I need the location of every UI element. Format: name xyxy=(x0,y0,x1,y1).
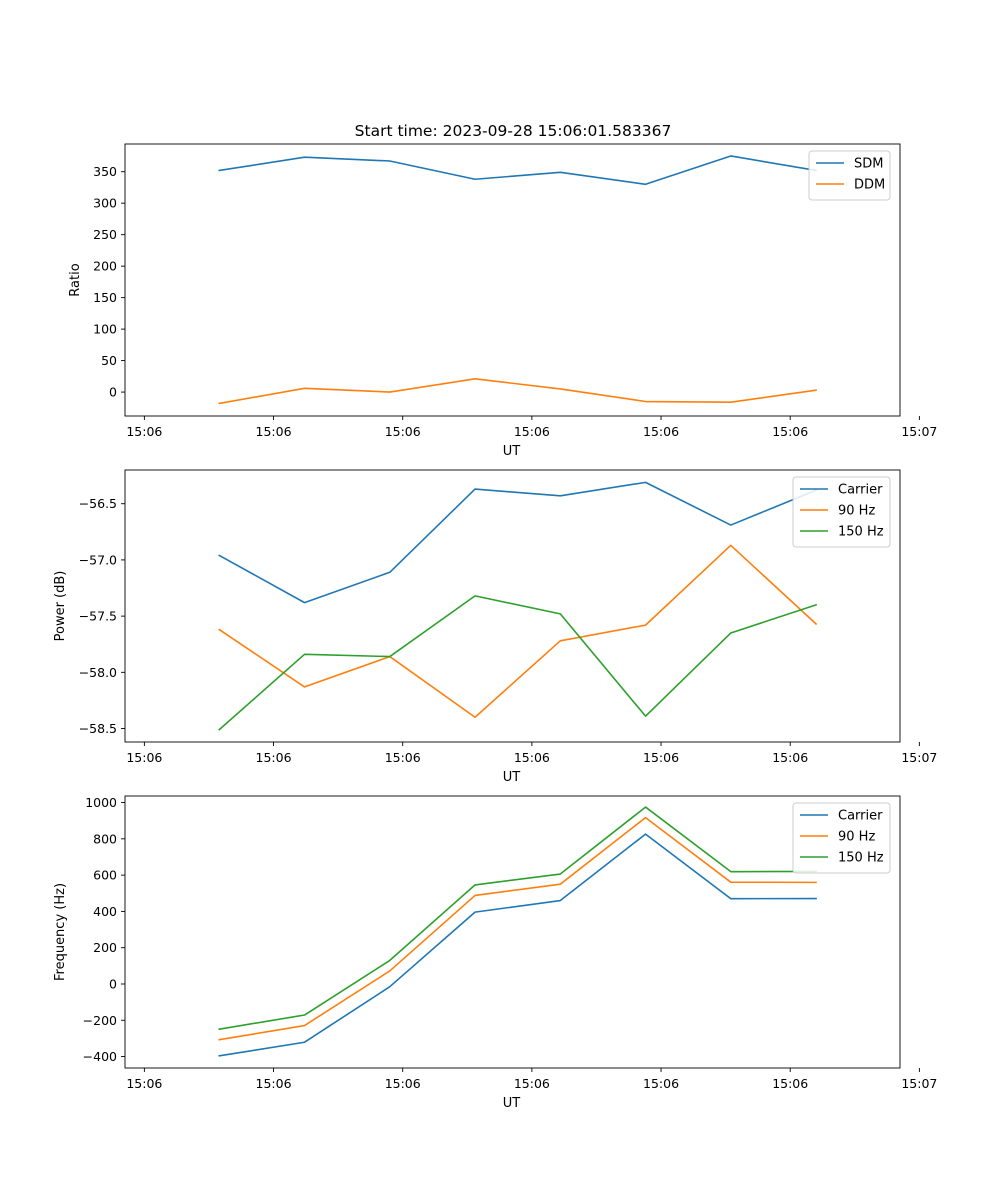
frequency-y-tick-label: −200 xyxy=(83,1013,117,1028)
frequency-y-tick-label: 400 xyxy=(93,904,117,919)
power-x-tick-label: 15:06 xyxy=(256,750,292,765)
power-series-90-hz-line xyxy=(218,544,818,719)
frequency-legend-label-150-hz: 150 Hz xyxy=(838,851,884,866)
ratio-y-axis-label: Ratio xyxy=(68,263,83,296)
frequency-y-tick-label: 800 xyxy=(93,831,117,846)
ratio-series-sdm-line xyxy=(218,155,817,186)
frequency-y-tick-label: −400 xyxy=(83,1049,117,1064)
power-legend-box xyxy=(792,476,891,548)
frequency-x-axis-label: UT xyxy=(503,1096,521,1111)
frequency-x-tick-label: 15:07 xyxy=(901,1076,937,1091)
frequency-y-tick-label: 600 xyxy=(93,868,117,883)
power-x-tick-label: 15:06 xyxy=(643,750,679,765)
ratio-x-tick-label: 15:06 xyxy=(643,424,679,439)
frequency-series-90-hz-line xyxy=(218,816,817,1041)
frequency-y-tick-label: 0 xyxy=(109,976,117,991)
frequency-x-tick-label: 15:06 xyxy=(643,1076,679,1091)
frequency-y-axis-label: Frequency (Hz) xyxy=(53,883,68,981)
ratio-panel: 15:06 15:06 15:06 15:06 15:06 15:06 15:07 0 50 10… xyxy=(68,143,937,459)
ratio-y-tick-label: 250 xyxy=(93,227,117,242)
figure-title: Start time: 2023-09-28 15:06:01.583367 xyxy=(355,122,672,140)
ratio-legend-label-sdm: SDM xyxy=(854,157,883,172)
ratio-legend-label-ddm: DDM xyxy=(854,178,885,193)
ratio-x-tick-label: 15:07 xyxy=(901,424,937,439)
power-series-150-hz-line xyxy=(218,595,818,731)
ratio-y-tick-label: 200 xyxy=(93,259,117,274)
frequency-series-150-hz-line xyxy=(218,806,817,1031)
power-axes-frame xyxy=(124,469,901,743)
frequency-legend-label-90-hz: 90 Hz xyxy=(838,830,875,845)
ratio-y-tick-label: 0 xyxy=(109,385,117,400)
power-panel: 15:06 15:06 15:06 15:06 15:06 15:06 15:07 −58.5… xyxy=(53,469,937,785)
power-y-tick-label: −57.0 xyxy=(79,552,117,567)
ratio-x-tick-label: 15:06 xyxy=(514,424,550,439)
frequency-x-tick-label: 15:06 xyxy=(514,1076,550,1091)
power-legend-label-90-hz: 90 Hz xyxy=(838,504,875,519)
ratio-y-tick-label: 300 xyxy=(93,196,117,211)
ratio-y-tick-label: 50 xyxy=(101,353,117,368)
ratio-y-tick-label: 150 xyxy=(93,290,117,305)
power-y-tick-label: −56.5 xyxy=(79,496,117,511)
ratio-x-tick-label: 15:06 xyxy=(385,424,421,439)
power-y-tick-label: −57.5 xyxy=(79,609,117,624)
ratio-x-tick-label: 15:06 xyxy=(126,424,162,439)
power-x-tick-label: 15:06 xyxy=(514,750,550,765)
frequency-y-tick-label: 1000 xyxy=(85,795,117,810)
power-x-axis-label: UT xyxy=(503,770,521,785)
frequency-legend-box xyxy=(792,802,891,874)
power-x-tick-label: 15:06 xyxy=(772,750,808,765)
ratio-y-tick-label: 350 xyxy=(93,164,117,179)
power-y-axis-label: Power (dB) xyxy=(53,571,68,642)
frequency-legend-label-carrier: Carrier xyxy=(838,809,883,824)
frequency-x-tick-label: 15:06 xyxy=(126,1076,162,1091)
ratio-y-tick-label: 100 xyxy=(93,322,117,337)
frequency-x-tick-label: 15:06 xyxy=(385,1076,421,1091)
power-x-tick-label: 15:07 xyxy=(901,750,937,765)
ratio-x-tick-label: 15:06 xyxy=(772,424,808,439)
frequency-x-tick-label: 15:06 xyxy=(256,1076,292,1091)
power-legend-label-carrier: Carrier xyxy=(838,483,883,498)
frequency-axes-frame xyxy=(124,795,901,1069)
power-y-tick-label: −58.0 xyxy=(79,665,117,680)
power-series-carrier-line xyxy=(218,481,818,604)
power-y-tick-label: −58.5 xyxy=(79,721,117,736)
ratio-series-ddm-line xyxy=(218,378,817,405)
frequency-panel: 15:06 15:06 15:06 15:06 15:06 15:06 15:07 −400 −… xyxy=(53,795,937,1111)
panels: 15:06 15:06 15:06 15:06 15:06 15:06 15:07 0 50 10… xyxy=(53,143,937,1111)
ratio-x-tick-label: 15:06 xyxy=(256,424,292,439)
ratio-axes-frame xyxy=(124,143,901,417)
ratio-x-axis-label: UT xyxy=(503,444,521,459)
power-x-tick-label: 15:06 xyxy=(385,750,421,765)
frequency-x-tick-label: 15:06 xyxy=(772,1076,808,1091)
power-x-tick-label: 15:06 xyxy=(126,750,162,765)
frequency-y-tick-label: 200 xyxy=(93,940,117,955)
frequency-series-carrier-line xyxy=(218,833,817,1057)
power-legend-label-150-hz: 150 Hz xyxy=(838,525,884,540)
